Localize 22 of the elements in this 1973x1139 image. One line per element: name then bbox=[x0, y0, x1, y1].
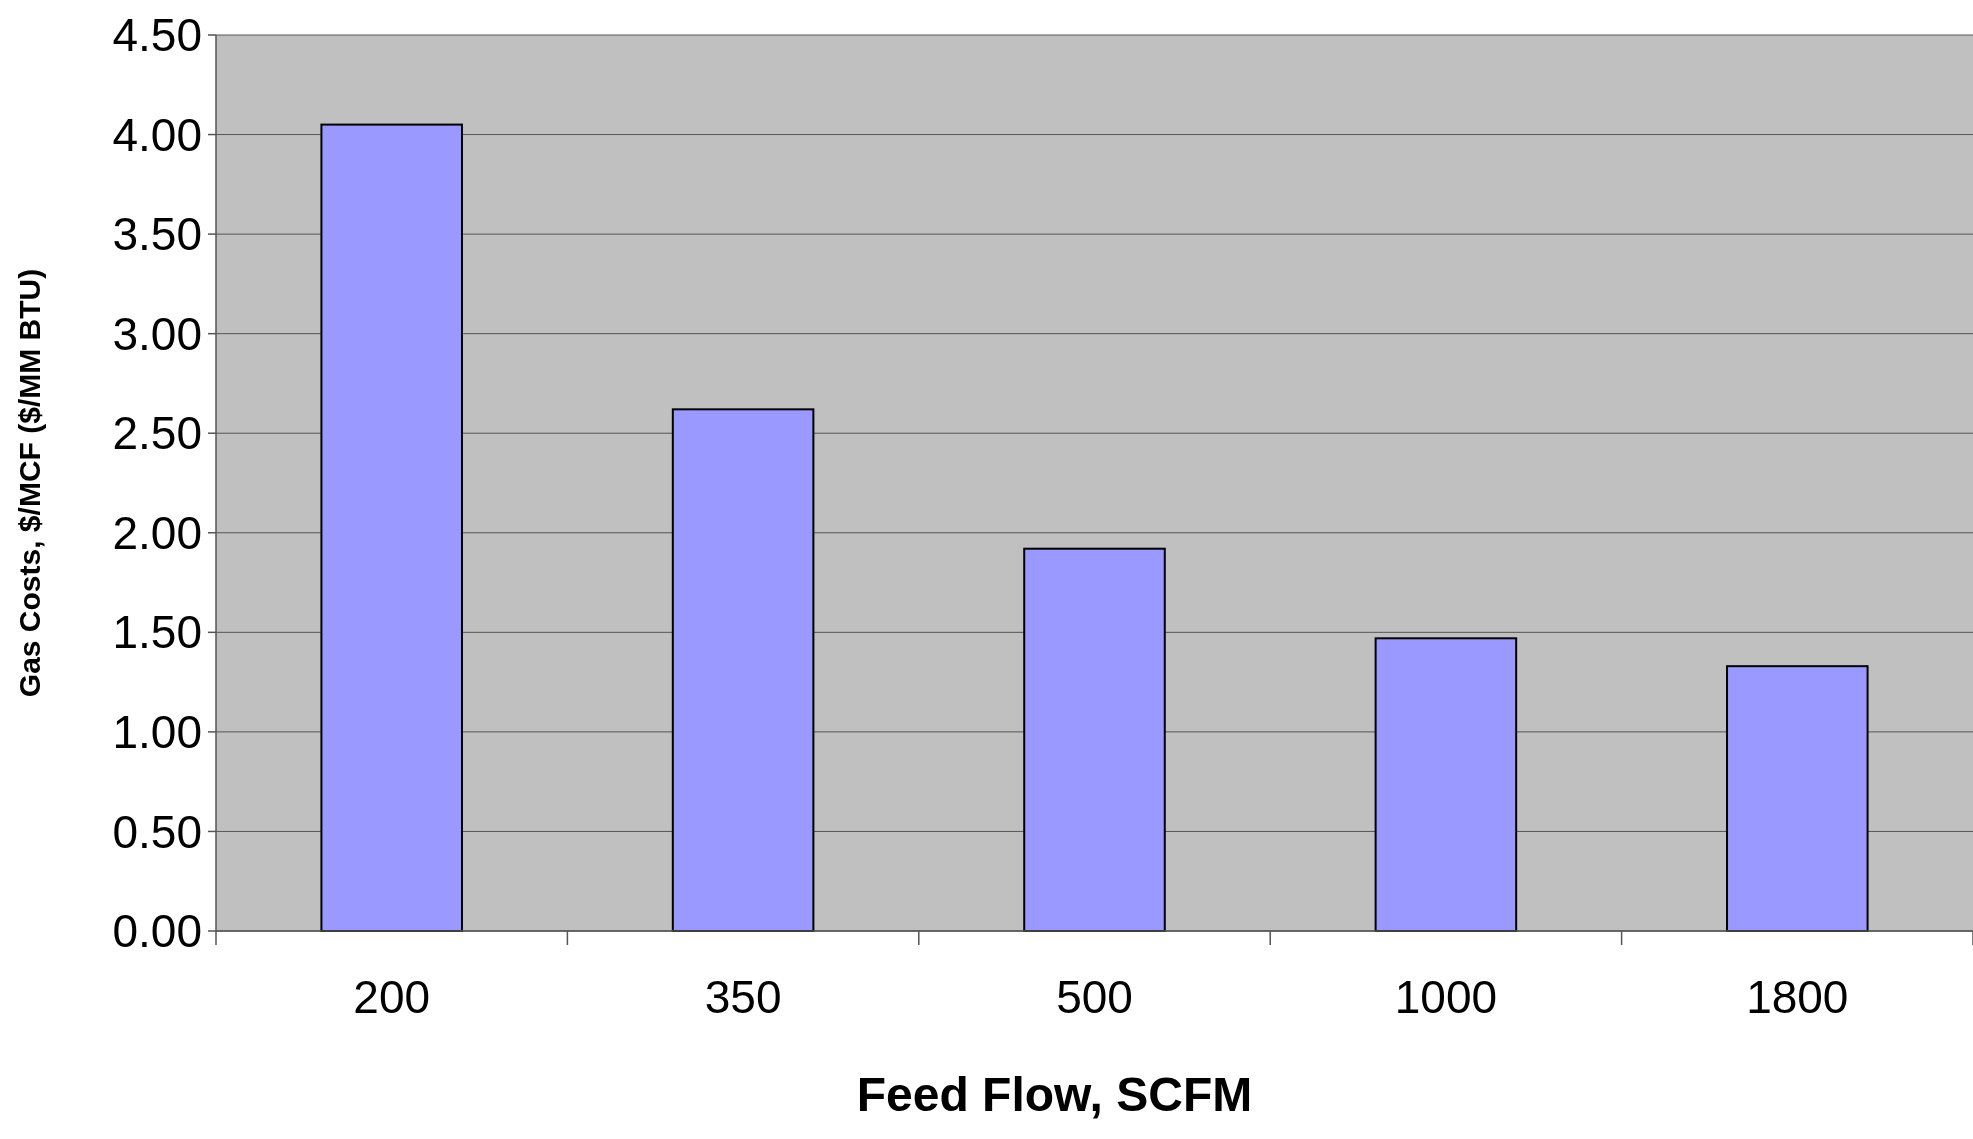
y-axis-title: Gas Costs, $/MCF ($/MM BTU) bbox=[13, 268, 46, 698]
x-tick-label: 1800 bbox=[1746, 971, 1849, 1023]
x-tick-label: 200 bbox=[353, 971, 431, 1023]
x-tick-label: 350 bbox=[704, 971, 782, 1023]
bar bbox=[320, 123, 463, 932]
bar bbox=[1023, 547, 1166, 932]
y-tick-label: 1.00 bbox=[112, 705, 202, 758]
y-tick-label: 2.00 bbox=[112, 506, 202, 559]
bar bbox=[671, 408, 815, 932]
x-axis-title: Feed Flow, SCFM bbox=[856, 1068, 1253, 1121]
bar bbox=[1374, 637, 1518, 932]
y-tick-label: 3.50 bbox=[112, 208, 202, 261]
x-tick-label: 1000 bbox=[1394, 971, 1498, 1023]
bar bbox=[1726, 665, 1869, 932]
y-tick-label: 3.00 bbox=[112, 307, 202, 360]
x-tick-label: 500 bbox=[1056, 971, 1133, 1023]
y-tick-label: 1.50 bbox=[112, 606, 202, 659]
y-tick-label: 2.50 bbox=[112, 407, 202, 460]
y-tick-label: 4.00 bbox=[112, 108, 202, 161]
y-tick-label: 4.50 bbox=[112, 9, 202, 62]
y-tick-label: 0.50 bbox=[112, 805, 202, 858]
y-tick-label: 0.00 bbox=[112, 905, 202, 958]
